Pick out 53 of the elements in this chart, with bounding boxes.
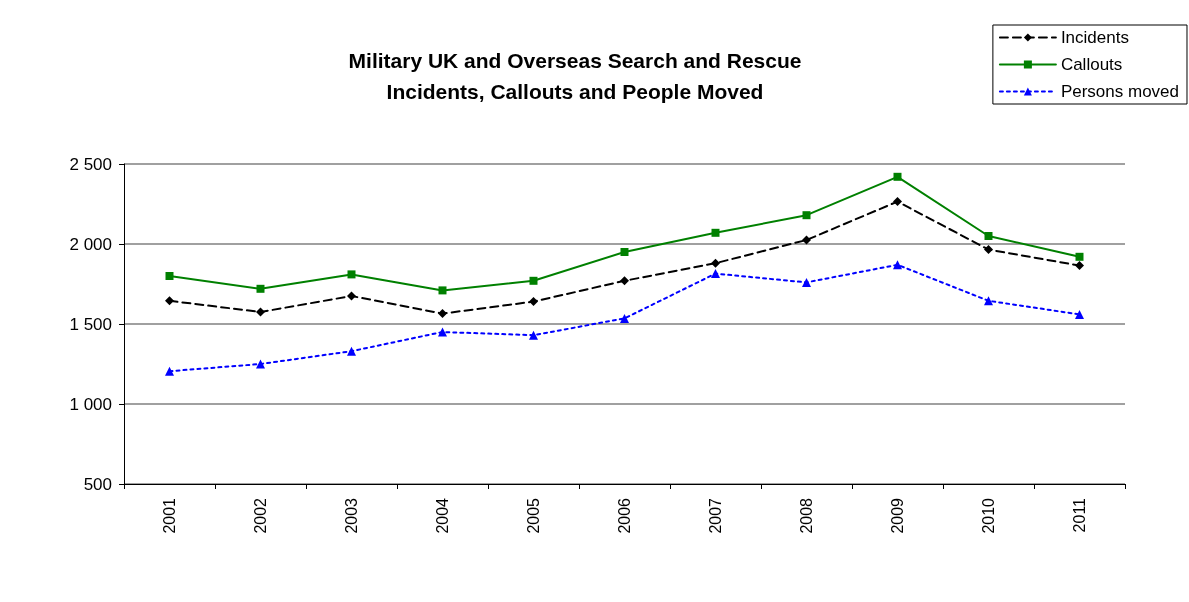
point	[256, 307, 265, 317]
x-tick-label: 2008	[798, 497, 815, 534]
y-tick-label: 2 000	[69, 234, 112, 254]
point	[711, 269, 720, 279]
point	[802, 235, 811, 245]
point	[165, 272, 174, 280]
point	[347, 346, 356, 356]
point	[529, 276, 538, 285]
point	[893, 197, 902, 207]
point	[529, 330, 538, 340]
x-tick-label: 2001	[161, 497, 178, 534]
point	[438, 286, 447, 295]
point	[529, 297, 538, 307]
point	[256, 284, 265, 293]
point	[711, 228, 720, 237]
point	[438, 327, 447, 337]
point	[438, 309, 447, 319]
point	[165, 366, 174, 376]
x-tick-label: 2011	[1071, 497, 1088, 533]
x-tick-label: 2003	[343, 497, 360, 534]
point	[893, 172, 902, 181]
point	[620, 248, 629, 256]
point	[802, 277, 811, 287]
point	[1075, 252, 1084, 261]
point	[711, 258, 720, 268]
point	[256, 359, 265, 369]
point	[620, 313, 629, 323]
y-tick-label: 2 500	[69, 154, 112, 174]
legend-label: Callouts	[1060, 55, 1123, 74]
legend-label: Incidents	[1060, 28, 1129, 47]
x-tick-label: 2010	[980, 497, 997, 534]
x-tick-label: 2005	[525, 497, 542, 534]
point	[984, 245, 993, 255]
point	[165, 296, 174, 306]
point	[1075, 309, 1084, 319]
x-tick-label: 2007	[707, 497, 724, 534]
x-tick-label: 2006	[616, 497, 633, 534]
x-tick-label: 2009	[889, 497, 906, 534]
point	[1075, 261, 1084, 271]
y-tick-label: 1 500	[69, 314, 112, 334]
legend-label: Persons moved	[1060, 82, 1180, 101]
chart-title: Military UK and Overseas Search and Rescue Incidents, Callouts and People Moved	[348, 49, 802, 103]
y-tick-label: 500	[83, 474, 112, 494]
x-tick-label: 2004	[434, 497, 451, 534]
point	[984, 232, 993, 240]
y-tick-label: 1 000	[69, 394, 112, 414]
point	[984, 296, 993, 306]
point	[802, 211, 811, 220]
x-tick-label: 2002	[252, 497, 269, 534]
point	[893, 260, 902, 270]
point	[347, 270, 356, 279]
point	[347, 291, 356, 301]
point	[620, 276, 629, 286]
